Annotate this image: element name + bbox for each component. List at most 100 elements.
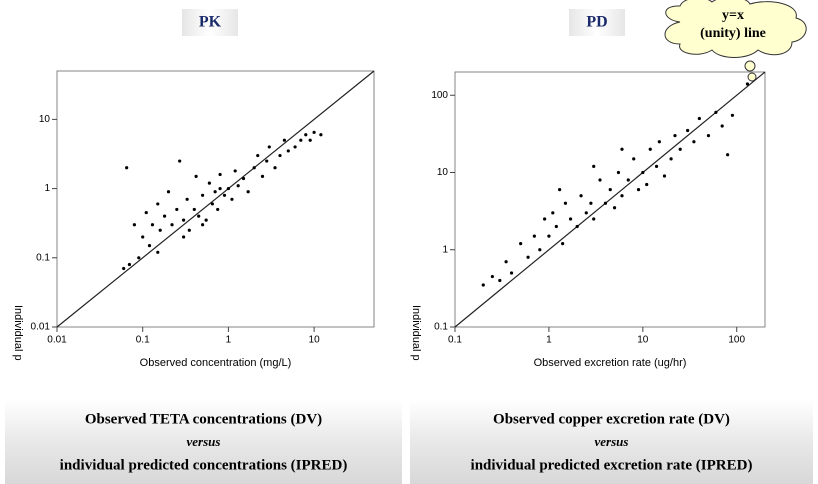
- caption-box: [410, 400, 813, 484]
- point: [319, 133, 323, 137]
- point: [730, 113, 735, 117]
- point: [158, 228, 162, 232]
- point: [726, 153, 730, 157]
- point: [147, 244, 152, 248]
- point: [252, 166, 256, 170]
- x-axis-label: Observed excretion rate (ug/hr): [534, 357, 687, 369]
- point: [267, 145, 271, 149]
- point: [554, 224, 558, 229]
- point: [589, 201, 593, 205]
- point: [603, 201, 608, 205]
- point: [125, 166, 129, 170]
- plot-frame: [454, 71, 766, 328]
- point: [481, 283, 485, 287]
- caption-line: versus: [187, 434, 221, 449]
- point: [645, 182, 649, 187]
- point: [568, 217, 573, 221]
- x-tick-label: 1: [226, 335, 232, 346]
- caption-line: Observed copper excretion rate (DV): [493, 411, 730, 427]
- point: [241, 176, 246, 181]
- y-tick-label: 0.1: [36, 252, 50, 263]
- point: [156, 250, 160, 254]
- point: [222, 193, 227, 197]
- point: [204, 218, 208, 222]
- point: [547, 234, 551, 238]
- point: [498, 278, 502, 283]
- point: [181, 235, 186, 239]
- point: [584, 211, 588, 215]
- point: [213, 190, 217, 194]
- point: [714, 110, 718, 114]
- x-tick-label: 0.1: [448, 335, 462, 346]
- caption-line: individual predicted excretion rate (IPR…: [471, 457, 753, 473]
- point: [504, 260, 508, 264]
- point: [598, 178, 602, 182]
- point: [144, 210, 148, 215]
- x-axis-label: Observed concentration (mg/L): [140, 357, 292, 369]
- point: [662, 174, 667, 178]
- point: [632, 157, 636, 161]
- point: [201, 193, 205, 197]
- point: [686, 128, 690, 133]
- point: [230, 197, 234, 201]
- point: [286, 149, 290, 153]
- point: [265, 159, 269, 163]
- x-tick-label: 10: [637, 335, 649, 346]
- title-box: [182, 9, 238, 36]
- point: [612, 206, 617, 210]
- point: [575, 224, 579, 229]
- point: [278, 153, 282, 158]
- point: [141, 235, 145, 239]
- x-tick-label: 0.1: [136, 335, 150, 346]
- point: [579, 194, 583, 198]
- y-axis-label: Individual p: [410, 305, 422, 361]
- y-axis-label: Individual p: [12, 305, 24, 361]
- y-tick-label: 1: [44, 183, 50, 194]
- unity-line: [56, 70, 375, 328]
- point: [636, 188, 641, 192]
- point: [626, 178, 630, 182]
- point: [132, 223, 136, 227]
- point: [185, 197, 189, 201]
- point: [166, 190, 171, 194]
- point: [175, 207, 179, 212]
- point: [745, 82, 750, 86]
- point: [641, 170, 645, 175]
- point: [538, 248, 542, 252]
- annotation: (unity) line: [700, 26, 766, 41]
- point: [162, 214, 167, 218]
- point: [260, 174, 265, 178]
- point: [181, 218, 186, 222]
- point: [210, 202, 214, 206]
- point: [150, 223, 155, 227]
- caption-line: Observed TETA concentrations (DV): [85, 411, 322, 427]
- point: [187, 228, 191, 232]
- point: [218, 186, 222, 191]
- point: [657, 140, 661, 144]
- point: [592, 164, 596, 168]
- caption-box: [5, 400, 402, 484]
- cloud: [664, 0, 807, 82]
- point: [620, 147, 624, 151]
- x-tick-label: 100: [728, 335, 745, 346]
- point: [519, 242, 523, 246]
- point: [592, 217, 596, 221]
- title-box: [569, 9, 625, 36]
- point: [127, 262, 132, 267]
- point: [308, 138, 312, 142]
- y-tick-label: 100: [431, 90, 448, 101]
- point: [299, 138, 303, 142]
- point: [551, 211, 555, 215]
- point: [558, 188, 562, 192]
- y-tick-label: 10: [437, 167, 449, 178]
- point: [563, 201, 568, 205]
- point: [293, 145, 297, 149]
- point: [122, 266, 126, 271]
- point: [706, 134, 711, 138]
- point: [233, 169, 237, 173]
- point: [620, 194, 624, 198]
- point: [720, 124, 724, 128]
- point: [509, 271, 514, 275]
- point: [616, 170, 621, 175]
